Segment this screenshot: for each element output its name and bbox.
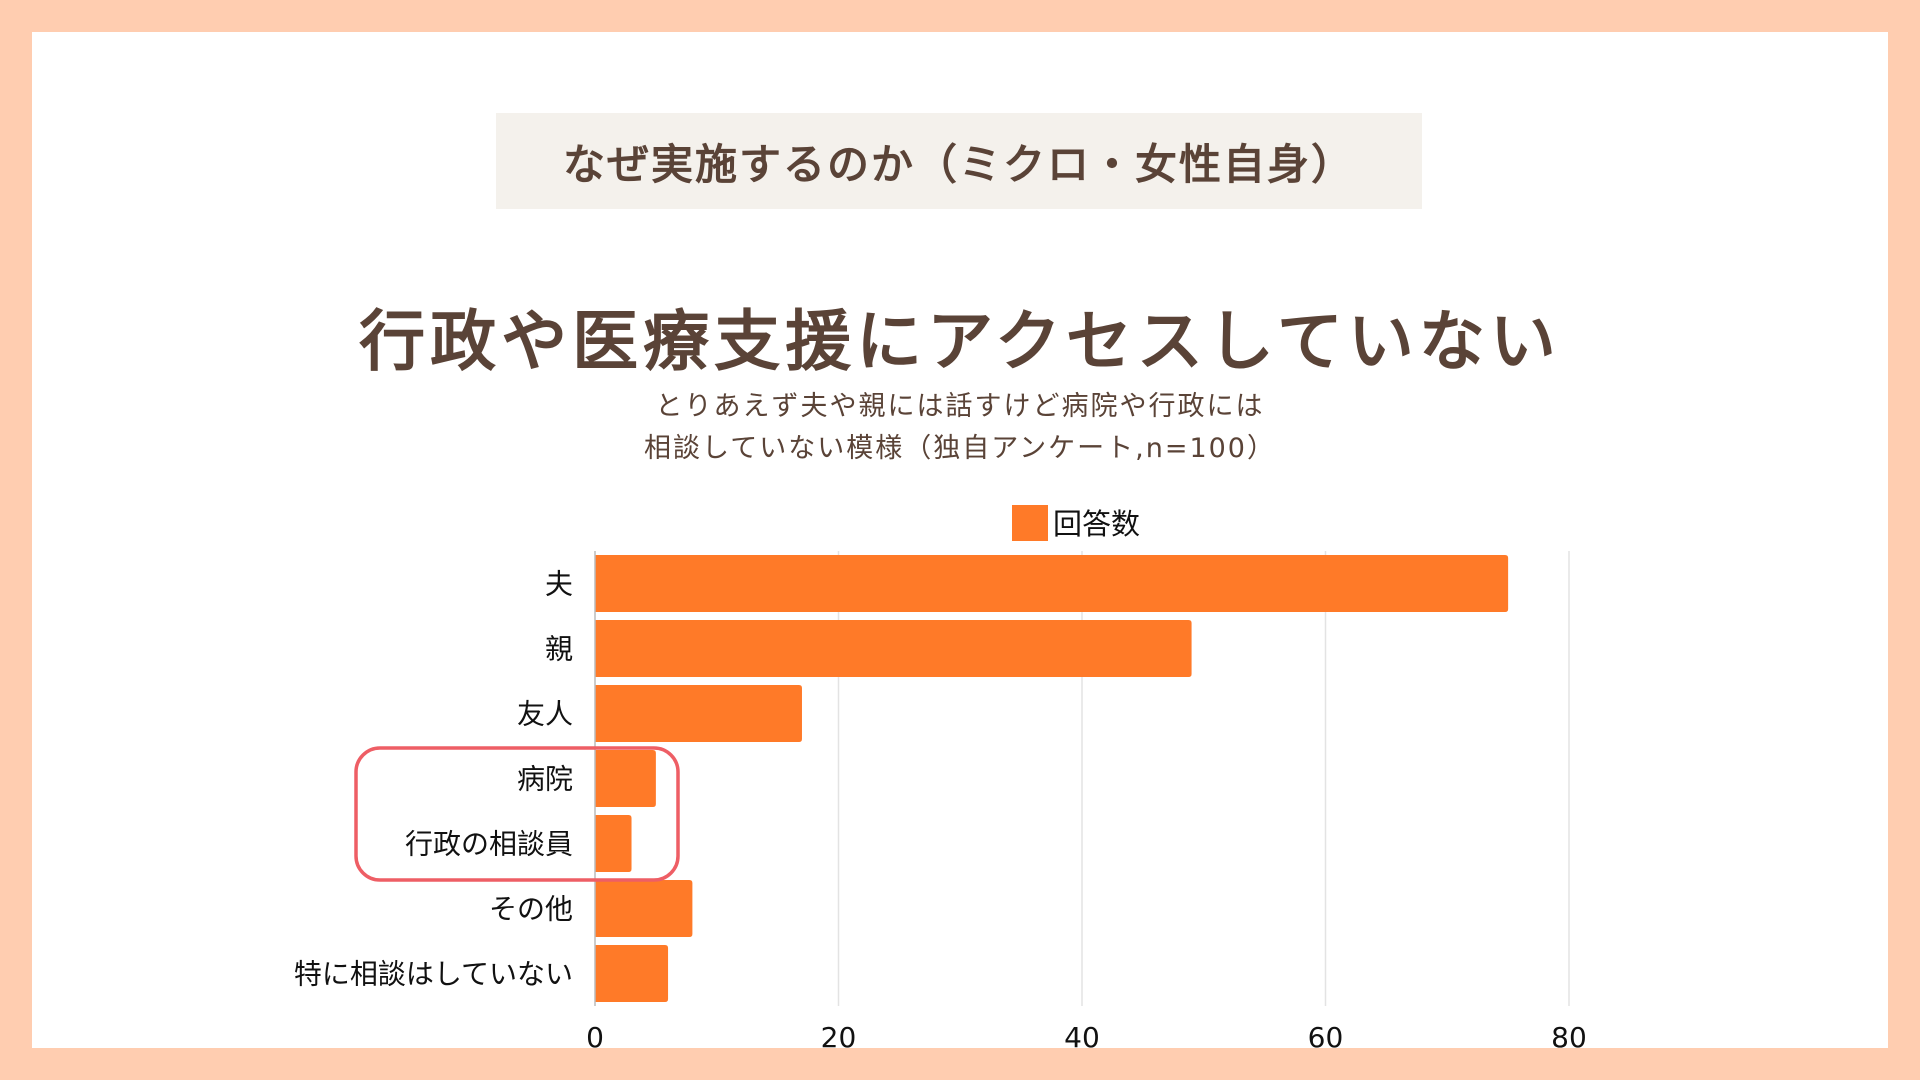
x-tick-label: 60 <box>1308 1021 1344 1054</box>
category-label: 夫 <box>545 568 573 601</box>
subtitle-line-2: 相談していない模様（独自アンケート,n=100） <box>644 433 1276 464</box>
bar <box>595 685 802 742</box>
x-tick-label: 40 <box>1064 1021 1100 1054</box>
legend: 回答数 <box>1012 505 1140 541</box>
category-label: 行政の相談員 <box>405 828 573 861</box>
bar <box>595 620 1192 677</box>
x-tick-labels: 0 20 40 60 80 <box>586 1021 1587 1054</box>
headline: 行政や医療支援にアクセスしていない <box>359 303 1561 380</box>
x-tick-label: 0 <box>586 1021 604 1054</box>
gridlines <box>837 551 1570 1006</box>
category-label: その他 <box>489 893 573 926</box>
category-label: 親 <box>545 633 573 666</box>
highlight-box <box>354 746 680 882</box>
category-label: 病院 <box>517 763 573 796</box>
legend-swatch <box>1012 505 1048 541</box>
category-label: 特に相談はしていない <box>294 958 573 991</box>
bar <box>595 945 669 1002</box>
section-title-box: なぜ実施するのか（ミクロ・女性自身） <box>496 113 1422 209</box>
bar <box>595 750 656 807</box>
bar <box>595 815 632 872</box>
bar <box>595 555 1509 612</box>
subtitle: とりあえず夫や親には話すけど病院や行政には 相談していない模様（独自アンケート,… <box>0 386 1920 470</box>
section-title: なぜ実施するのか（ミクロ・女性自身） <box>562 139 1355 189</box>
bars <box>595 555 1509 1002</box>
bar <box>595 880 693 937</box>
category-label: 友人 <box>517 698 573 731</box>
subtitle-line-1: とりあえず夫や親には話すけど病院や行政には <box>655 391 1265 422</box>
x-tick-label: 80 <box>1551 1021 1587 1054</box>
x-tick-label: 20 <box>821 1021 857 1054</box>
legend-label: 回答数 <box>1053 507 1140 541</box>
